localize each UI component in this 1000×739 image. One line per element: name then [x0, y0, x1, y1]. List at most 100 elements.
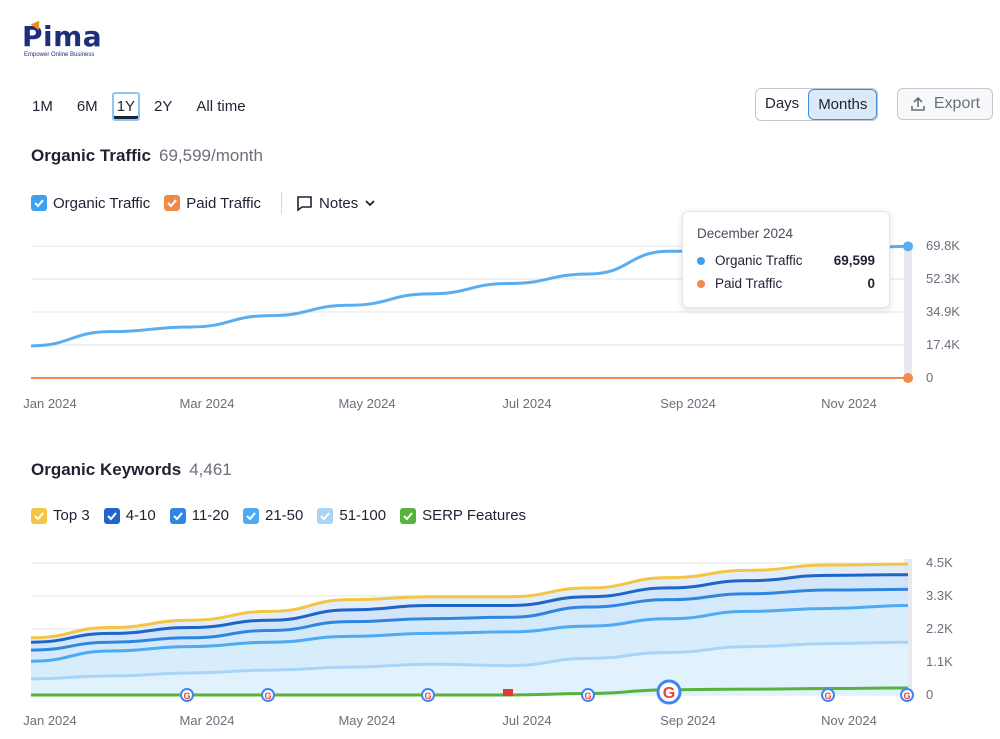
x-tick-label: Sep 2024 [660, 713, 716, 728]
x-tick-label: Sep 2024 [660, 396, 716, 411]
checkbox-checked-icon [103, 507, 120, 524]
chevron-down-icon [365, 200, 375, 207]
legend-51-100[interactable]: 51-100 [317, 507, 386, 524]
brand-logo: Pima Empower Online Business [22, 17, 103, 58]
y-tick-label: 34.9K [926, 304, 960, 319]
upload-icon [911, 96, 925, 111]
legend-divider [281, 192, 283, 214]
range-all-time-button[interactable]: All time [196, 98, 246, 115]
checkbox-checked-icon [400, 507, 417, 524]
export-label: Export [933, 95, 981, 112]
paid-dot-icon [697, 279, 705, 288]
y-tick-label: 69.8K [926, 238, 960, 253]
legend-21-50[interactable]: 21-50 [243, 507, 303, 524]
y-tick-label: 52.3K [926, 271, 960, 286]
keyword-line-11-20 [30, 587, 909, 652]
flag-shape [503, 689, 513, 701]
google-icon-letter: G [903, 691, 910, 701]
paid-traffic-point [903, 373, 913, 383]
checkbox-checked-icon [317, 507, 334, 524]
date-range-selector: 1M 6M 1Y 2Y All time [22, 92, 260, 121]
legend-top-3[interactable]: Top 3 [31, 507, 90, 524]
organic-keywords-chart: 0 1.1K 2.2K 3.3K 4.5K Jan 2024 Mar 2024 May 202… [23, 555, 953, 728]
x-tick-label: Nov 2024 [821, 713, 877, 728]
traffic-value: 69,599/month [158, 146, 263, 165]
y-tick-label: 3.3K [926, 588, 953, 603]
google-icon-ring [821, 688, 835, 702]
legend-serp-features[interactable]: SERP Features [400, 507, 526, 524]
hover-cursor-bar [904, 242, 912, 382]
traffic-title: Organic Traffic [31, 146, 151, 165]
traffic-header: Organic Traffic 69,599/month [31, 146, 263, 166]
notes-dropdown[interactable]: Notes [296, 195, 376, 212]
legend-11-20[interactable]: 11-20 [169, 507, 229, 524]
keywords-value: 4,461 [189, 460, 232, 479]
x-tick-label: Mar 2024 [180, 713, 235, 728]
tooltip-paid-value: 0 [867, 276, 875, 291]
google-icon-ring [180, 688, 194, 702]
x-tick-label: May 2024 [338, 396, 395, 411]
google-icon-ring [421, 688, 435, 702]
google-update-icon: G [581, 688, 595, 702]
keywords-legend: Top 3 4-10 11-20 21-50 51-100 SERP Features [31, 507, 540, 524]
notes-label: Notes [319, 194, 359, 212]
x-tick-label: Jul 2024 [502, 396, 551, 411]
comment-icon [297, 195, 312, 212]
y-tick-label: 2.2K [926, 621, 953, 636]
legend-label: SERP Features [422, 507, 527, 524]
legend-label: 51-100 [339, 507, 387, 524]
checkbox-checked-icon [243, 507, 259, 524]
google-icon-ring [581, 688, 595, 702]
granularity-toggle: Days Months [755, 88, 879, 121]
legend-label: Top 3 [53, 507, 90, 524]
google-update-icon: G [900, 688, 914, 702]
keyword-line-4-10 [30, 573, 909, 644]
days-button[interactable]: Days [765, 95, 800, 112]
legend-organic-label: Organic Traffic [53, 194, 151, 212]
tooltip-paid-label: Paid Traffic [715, 276, 783, 291]
legend-paid-traffic[interactable]: Paid Traffic [164, 195, 261, 212]
y-tick-label: 1.1K [926, 654, 953, 669]
x-tick-label: Jul 2024 [502, 713, 551, 728]
google-icon-letter: G [584, 691, 591, 701]
months-button[interactable]: Months [808, 89, 878, 120]
export-button[interactable]: Export [897, 88, 993, 120]
tooltip-date: December 2024 [697, 226, 794, 241]
google-update-icon: G [821, 688, 835, 702]
legend-label: 11-20 [191, 507, 229, 524]
x-tick-label: Mar 2024 [180, 396, 235, 411]
keyword-area-4 [31, 642, 908, 695]
traffic-tooltip: December 2024 Organic Traffic 69,599 Pai… [682, 211, 890, 308]
google-icon-letter: G [424, 691, 431, 701]
y-tick-label: 17.4K [926, 337, 960, 352]
keywords-title: Organic Keywords [31, 460, 182, 479]
keyword-line-21-50 [30, 604, 909, 663]
x-tick-label: May 2024 [338, 713, 395, 728]
google-update-large-icon: G [656, 679, 682, 705]
google-icon-ring [656, 679, 682, 705]
keywords-header: Organic Keywords 4,461 [31, 460, 232, 480]
range-1m-button[interactable]: 1M [32, 98, 53, 115]
traffic-legend: Organic Traffic Paid Traffic Notes [31, 192, 390, 214]
x-tick-label: Jan 2024 [23, 396, 77, 411]
flag-note-icon [503, 689, 513, 701]
google-icon-ring [261, 688, 275, 702]
brand-name: Pima [22, 20, 103, 53]
range-1y-button[interactable]: 1Y [111, 92, 141, 121]
google-icon-ring [900, 688, 914, 702]
organic-traffic-point [903, 241, 913, 252]
range-2y-button[interactable]: 2Y [154, 98, 173, 115]
range-6m-button[interactable]: 6M [76, 98, 98, 115]
tooltip-organic-row: Organic Traffic 69,599 [697, 253, 875, 268]
legend-organic-traffic[interactable]: Organic Traffic [31, 195, 150, 212]
google-update-icon: G [421, 688, 435, 702]
legend-4-10[interactable]: 4-10 [103, 507, 156, 524]
tooltip-organic-value: 69,599 [833, 253, 875, 268]
checkbox-checked-icon [31, 507, 47, 524]
google-update-icon: G [180, 688, 194, 702]
checkbox-checked-icon [169, 507, 186, 524]
x-tick-label: Nov 2024 [821, 396, 877, 411]
google-icon-letter: G [183, 691, 190, 701]
organic-dot-icon [697, 256, 705, 265]
legend-label: 4-10 [125, 507, 156, 524]
